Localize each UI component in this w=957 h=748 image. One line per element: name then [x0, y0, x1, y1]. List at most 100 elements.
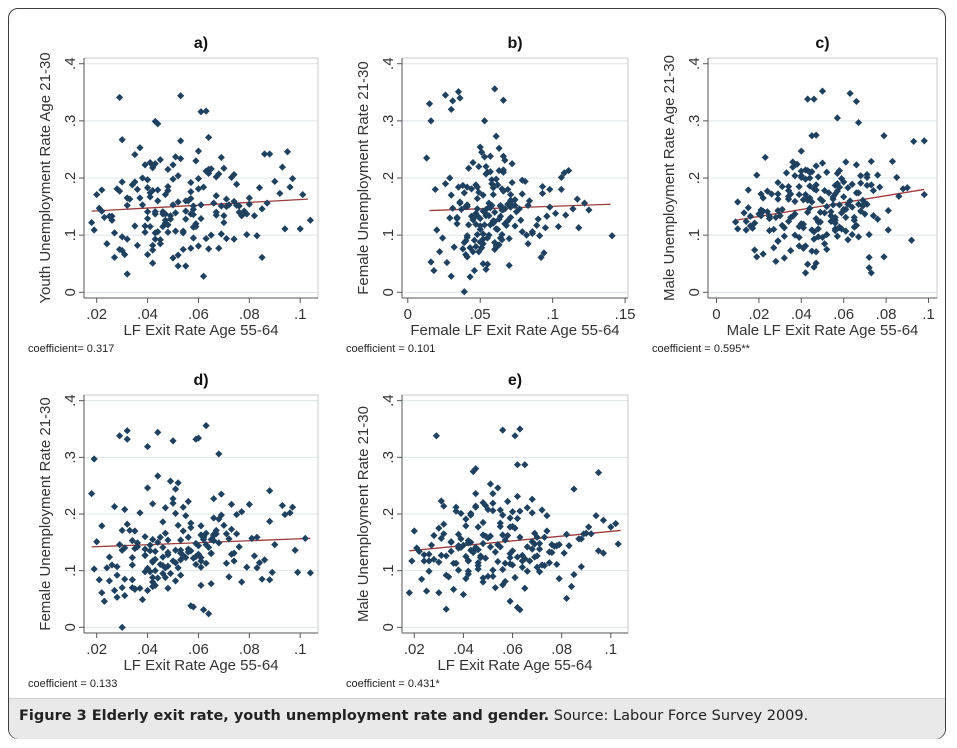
- data-point: [513, 492, 522, 501]
- data-point: [258, 205, 266, 213]
- data-point: [222, 195, 231, 203]
- data-point: [222, 234, 231, 243]
- data-point: [166, 212, 175, 220]
- data-point: [164, 536, 172, 544]
- data-point: [459, 181, 467, 190]
- data-point: [98, 522, 106, 530]
- data-point: [476, 225, 484, 234]
- data-point: [187, 602, 195, 610]
- x-tick-label: .08: [551, 641, 572, 658]
- data-point: [108, 212, 116, 220]
- data-point: [268, 568, 276, 576]
- data-point: [774, 178, 782, 187]
- data-point: [835, 183, 844, 191]
- data-point: [491, 584, 499, 592]
- data-point: [489, 490, 497, 498]
- data-point: [199, 272, 208, 280]
- x-axis-title: LF Exit Rate Age 55-64: [123, 657, 278, 674]
- data-point: [508, 547, 517, 555]
- data-point: [835, 223, 844, 231]
- data-point: [491, 548, 499, 556]
- data-point: [453, 213, 461, 222]
- data-point: [506, 597, 514, 605]
- data-point: [194, 174, 203, 183]
- data-point: [469, 248, 477, 256]
- data-point: [814, 225, 822, 233]
- data-point: [607, 523, 615, 531]
- data-point: [118, 526, 126, 535]
- data-point: [197, 581, 205, 589]
- data-point: [199, 183, 208, 191]
- data-point: [825, 189, 833, 197]
- data-point: [445, 573, 453, 581]
- data-point: [154, 428, 162, 436]
- data-point: [182, 215, 190, 223]
- data-point: [533, 533, 541, 541]
- data-point: [430, 266, 438, 275]
- data-point: [580, 199, 589, 207]
- data-point: [481, 532, 490, 540]
- data-point: [171, 509, 180, 518]
- data-point: [774, 190, 782, 198]
- data-point: [831, 219, 839, 227]
- x-tick-label: 0: [712, 306, 720, 323]
- data-point: [128, 561, 136, 569]
- data-point: [205, 610, 213, 618]
- data-point: [182, 512, 190, 520]
- data-point: [118, 623, 126, 631]
- data-point: [734, 198, 742, 206]
- data-point: [521, 584, 529, 592]
- data-point: [753, 171, 761, 179]
- x-axis-title: LF Exit Rate Age 55-64: [437, 657, 592, 674]
- data-point: [118, 136, 126, 144]
- x-tick-label: .05: [470, 306, 491, 323]
- coefficient-note: coefficient = 0.595**: [652, 343, 751, 355]
- data-point: [217, 153, 225, 162]
- data-point: [594, 547, 603, 555]
- scatter-panel-4: 0 .1 .2 .3 .4 .02 .04 .06 .08 .1 d) Female Unemploy…: [28, 372, 319, 690]
- data-point: [861, 210, 869, 218]
- data-point: [217, 490, 225, 498]
- x-tick-label: .04: [453, 641, 474, 658]
- data-point: [496, 519, 504, 527]
- data-point: [463, 232, 471, 240]
- data-point: [753, 253, 761, 261]
- data-point: [837, 225, 846, 233]
- data-point: [801, 242, 810, 250]
- panel-label: a): [194, 35, 208, 52]
- data-point: [133, 185, 142, 194]
- data-point: [844, 236, 852, 244]
- data-point: [433, 226, 441, 234]
- data-point: [538, 189, 547, 198]
- data-point: [469, 158, 477, 167]
- data-point: [174, 172, 182, 180]
- data-point: [787, 190, 795, 198]
- data-point: [459, 590, 468, 599]
- data-point: [253, 533, 261, 541]
- data-point: [169, 495, 177, 503]
- data-point: [465, 221, 473, 229]
- data-point: [462, 522, 470, 530]
- data-point: [874, 171, 882, 179]
- data-point: [840, 178, 848, 186]
- data-point: [238, 508, 246, 516]
- data-point: [100, 597, 108, 605]
- data-point: [863, 181, 871, 190]
- y-tick-label: .1: [686, 229, 703, 242]
- x-tick-label: .02: [748, 306, 769, 323]
- data-point: [435, 558, 443, 566]
- data-point: [812, 181, 820, 189]
- data-point: [121, 544, 129, 552]
- data-point: [187, 244, 195, 252]
- data-point: [110, 253, 119, 262]
- data-point: [233, 530, 241, 538]
- data-point: [227, 500, 236, 508]
- data-point: [456, 94, 464, 102]
- data-point: [812, 162, 820, 170]
- data-point: [776, 212, 784, 220]
- data-point: [823, 230, 831, 239]
- data-point: [821, 209, 829, 217]
- data-point: [551, 209, 560, 218]
- data-point: [535, 539, 544, 548]
- data-point: [146, 541, 154, 549]
